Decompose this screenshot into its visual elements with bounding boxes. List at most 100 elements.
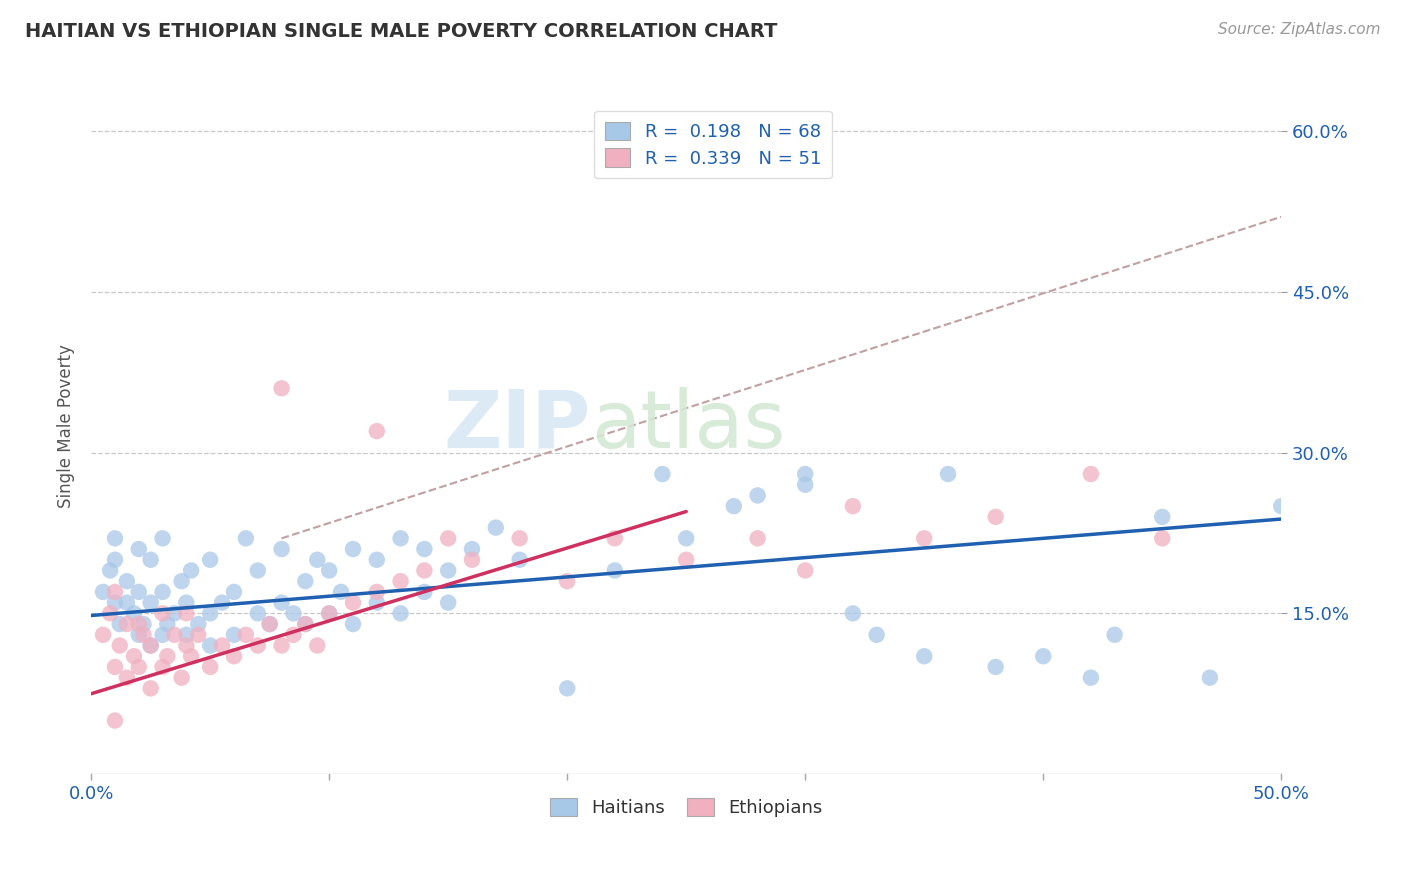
Point [461,553,484,567]
Point [1152,532,1174,546]
Point [1080,467,1102,481]
Text: atlas: atlas [591,387,786,465]
Point [176,607,198,621]
Point [318,607,340,621]
Point [128,542,150,557]
Point [222,628,245,642]
Point [842,607,865,621]
Point [794,477,817,491]
Point [128,585,150,599]
Point [132,628,155,642]
Point [270,381,292,395]
Point [235,532,257,546]
Point [152,607,174,621]
Point [603,156,626,170]
Point [936,467,959,481]
Point [235,628,257,642]
Point [91,628,114,642]
Point [104,596,127,610]
Point [122,649,145,664]
Point [176,596,198,610]
Point [437,532,460,546]
Point [270,639,292,653]
Point [176,628,198,642]
Point [122,607,145,621]
Point [170,671,193,685]
Point [259,617,281,632]
Point [307,553,329,567]
Point [222,585,245,599]
Point [187,628,209,642]
Point [104,585,127,599]
Point [318,607,340,621]
Point [139,596,162,610]
Point [366,585,388,599]
Point [270,596,292,610]
Point [912,532,935,546]
Point [307,639,329,653]
Point [198,553,221,567]
Point [389,607,412,621]
Point [675,532,697,546]
Point [115,574,138,589]
Point [437,564,460,578]
Point [342,542,364,557]
Point [259,617,281,632]
Point [128,617,150,632]
Point [342,596,364,610]
Point [198,607,221,621]
Point [437,596,460,610]
Point [1080,671,1102,685]
Point [139,681,162,696]
Point [104,553,127,567]
Point [163,607,186,621]
Point [170,574,193,589]
Point [180,649,202,664]
Point [104,660,127,674]
Point [366,424,388,438]
Point [294,574,316,589]
Point [152,660,174,674]
Point [651,467,673,481]
Point [675,553,697,567]
Point [187,617,209,632]
Point [283,628,305,642]
Point [139,639,162,653]
Point [984,660,1007,674]
Point [366,553,388,567]
Point [108,639,131,653]
Point [318,564,340,578]
Point [413,542,436,557]
Point [180,564,202,578]
Point [747,488,769,502]
Point [865,628,887,642]
Point [413,564,436,578]
Point [555,681,578,696]
Point [163,628,186,642]
Point [246,639,269,653]
Point [104,532,127,546]
Point [128,628,150,642]
Point [115,596,138,610]
Text: HAITIAN VS ETHIOPIAN SINGLE MALE POVERTY CORRELATION CHART: HAITIAN VS ETHIOPIAN SINGLE MALE POVERTY… [25,22,778,41]
Point [156,617,179,632]
Point [211,639,233,653]
Point [794,467,817,481]
Text: ZIP: ZIP [444,387,591,465]
Point [132,617,155,632]
Point [152,628,174,642]
Point [152,532,174,546]
Point [1270,499,1292,513]
Point [330,585,353,599]
Point [603,564,626,578]
Legend: Haitians, Ethiopians: Haitians, Ethiopians [543,790,830,824]
Point [108,617,131,632]
Point [139,639,162,653]
Point [485,520,508,534]
Point [509,532,531,546]
Point [842,499,865,513]
Point [389,574,412,589]
Point [246,564,269,578]
Point [603,532,626,546]
Point [342,617,364,632]
